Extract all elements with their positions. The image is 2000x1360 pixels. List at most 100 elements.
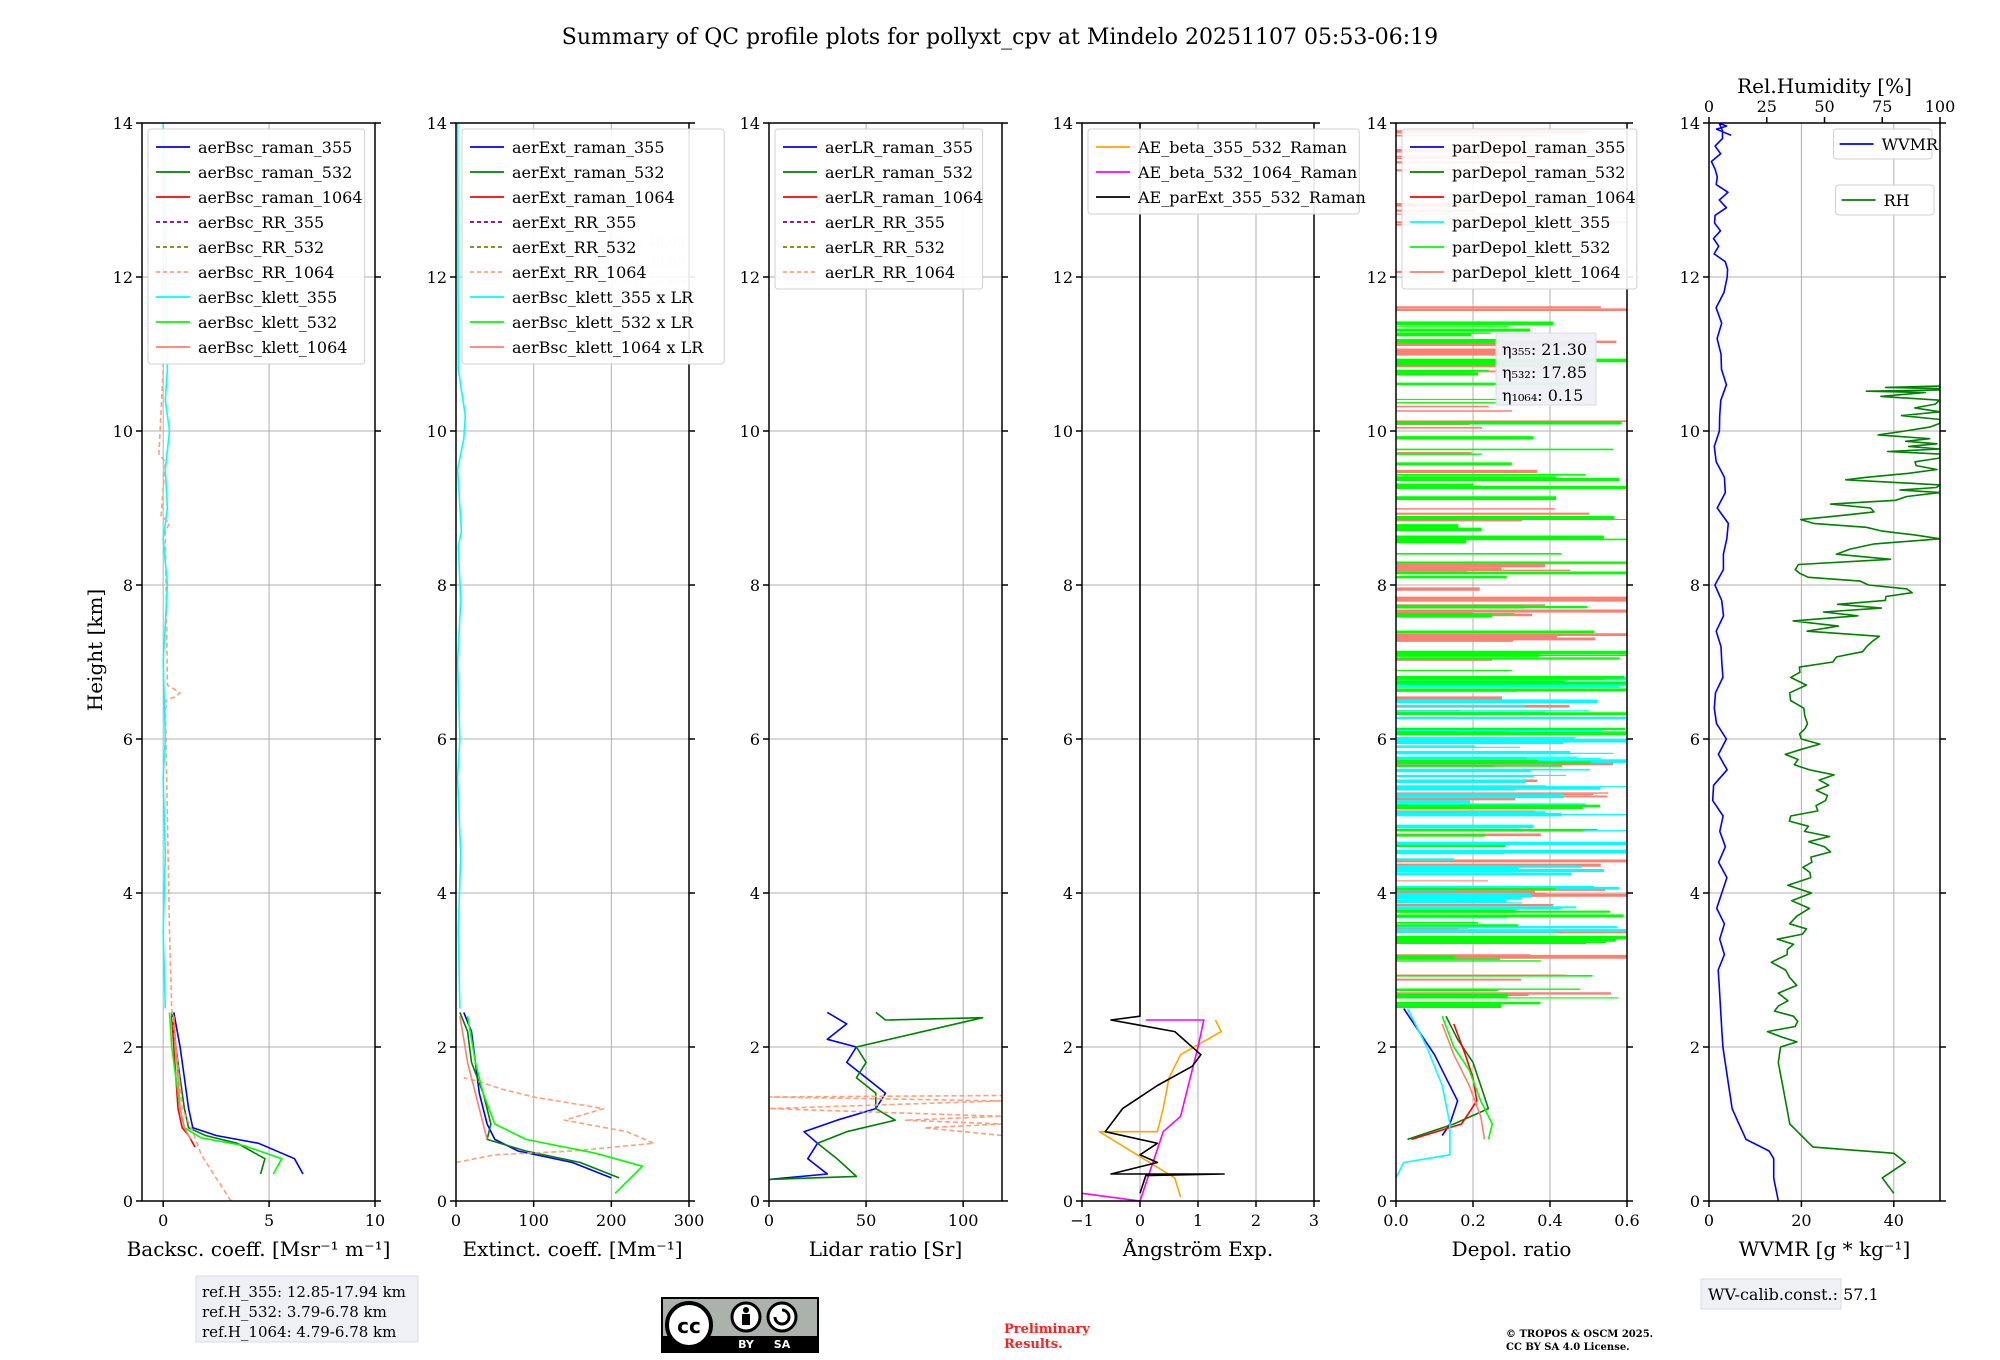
ytick-label-6: 6 [123,730,133,749]
x-axis-label: Backsc. coeff. [Msr⁻¹ m⁻¹] [127,1237,391,1261]
legend-label-2: RH [1884,191,1910,210]
series-parDepol_raman_532 [1407,1015,1490,1141]
legend-box-2 [1835,184,1935,216]
ytick-label-14: 14 [113,114,133,133]
series-parDepol_raman_1064 [1411,1023,1478,1141]
series-WVMR [1710,123,1780,1201]
panel-1: 0 2 4 6 8 10 12 14 0 5 10 Backsc. coeff. [Msr⁻¹ m⁻¹… [113,114,391,1261]
legend-label-1: AE_beta_355_532_Raman [1137,138,1347,157]
ytick-label-10: 10 [740,422,760,441]
xtick-label-0.2: 0.2 [1460,1211,1485,1230]
series-AE_beta_532_1064_Raman [1082,1019,1205,1201]
xtick-label-300: 300 [674,1211,705,1230]
wv-calib-annotation: WV-calib.const.: 57.1 [1708,1285,1879,1304]
legend-label-8: aerBsc_klett_532 [198,313,337,332]
ref-h-1064: ref.H_1064: 4.79-6.78 km [202,1323,396,1341]
legend-label-2: aerLR_raman_532 [825,163,973,182]
ytick-label-8: 8 [1377,576,1387,595]
ytick-label-12: 12 [1680,268,1700,287]
series-aerLR_raman_532 [769,1011,984,1181]
ref-height-box: ref.H_355: 12.85-17.94 km ref.H_532: 3.7… [195,1275,419,1343]
legend: aerExt_raman_355 aerExt_raman_532 aerExt_r… [461,128,725,365]
ytick-label-8: 8 [750,576,760,595]
series-aerBsc_klett_532 x LR [466,1016,644,1194]
ytick-label-10: 10 [1367,422,1387,441]
ytick-label-14: 14 [1367,114,1387,133]
legend-label-6: aerExt_RR_1064 [512,263,647,282]
legend-label-5: parDepol_klett_532 [1452,238,1610,257]
ytick-label-6: 6 [1690,730,1700,749]
x-axis-label: Depol. ratio [1452,1237,1572,1261]
legend-label-5: aerExt_RR_532 [512,238,636,257]
series-aerLR_raman_355 [769,1011,887,1181]
series-parDepol_klett_1064 [1441,1023,1486,1140]
cc-icon [665,1301,713,1349]
ytick-label-6: 6 [750,730,760,749]
legend-box [147,128,366,365]
legend-label-4: aerBsc_RR_355 [198,213,324,232]
ytick-label-0: 0 [750,1192,760,1211]
ytick-label-4: 4 [123,884,133,903]
series-RH [1766,385,1940,1194]
ytick-label-4: 4 [750,884,760,903]
preliminary-line-2: Results. [1004,1337,1063,1352]
eta-annotation-2: η₅₃₂: 17.85 [1502,363,1587,382]
xtick-label-0: 0 [1135,1211,1145,1230]
xtick-label-5: 5 [264,1211,274,1230]
legend-label-7: aerBsc_klett_355 [198,288,337,307]
eta-box [1495,332,1597,406]
series-AE_parExt_355_532_Raman [1104,123,1225,1194]
legend-label-5: aerBsc_RR_532 [198,238,324,257]
plot-area [456,123,655,1194]
legend: aerBsc_raman_355 aerBsc_raman_532 aerBsc_r… [147,128,366,365]
legend-label-1: parDepol_raman_355 [1452,138,1625,157]
panel-5: 0 2 4 6 8 10 12 14 0.0 0.2 0.4 0.6 Depol. ratio parDe… [1367,114,1640,1261]
ytick-label-4: 4 [1690,884,1700,903]
ytick-label-8: 8 [123,576,133,595]
legend-label-2: aerBsc_raman_532 [198,163,352,182]
legend-label-4: aerLR_RR_355 [825,213,945,232]
preliminary-line-1: Preliminary [1004,1322,1090,1337]
legend-label-2: aerExt_raman_532 [512,163,665,182]
legend-box [1087,128,1360,215]
ytick-label-6: 6 [1377,730,1387,749]
series-aerBsc_RR_1064 [158,123,232,1201]
legend-label-3: aerExt_raman_1064 [512,188,675,207]
legend-label-9: aerBsc_klett_1064 [198,338,347,357]
ytick-label-10: 10 [1053,422,1073,441]
xtick-label-50: 50 [856,1211,876,1230]
ytick-label-10: 10 [1680,422,1700,441]
series-aerBsc_klett_1064 x LR [459,1016,488,1140]
xtick-label-0: 0 [764,1211,774,1230]
wv-calib-box [1700,1278,1842,1310]
legend-box [1401,128,1638,290]
legend: parDepol_raman_355 parDepol_raman_532 parD… [1401,128,1638,290]
ytick-label-0: 0 [437,1192,447,1211]
legend: AE_beta_355_532_Raman AE_beta_532_1064_Ra… [1087,128,1366,215]
legend-box-1 [1833,128,1933,160]
xtick-label-10: 10 [365,1211,385,1230]
plot-area [1082,123,1225,1201]
series-aerLR_RR_1064 [769,1094,1002,1137]
legend-label-3: aerLR_raman_1064 [825,188,983,207]
series-aerExt_raman_532 [459,1012,620,1179]
ytick-label-14: 14 [427,114,447,133]
ytick-label-12: 12 [427,268,447,287]
ytick-label-2: 2 [123,1038,133,1057]
legend: WVMR RH [1833,128,1939,216]
legend-label-6: aerLR_RR_1064 [825,263,955,282]
legend-label-6: aerBsc_RR_1064 [198,263,334,282]
axes-frame [1081,122,1315,1202]
top-xtick-label-50: 50 [1814,97,1834,116]
legend-box [461,128,725,365]
legend-label-4: aerExt_RR_355 [512,213,636,232]
axes-frame [455,122,690,1202]
series-parDepol_raman_355 [1403,1008,1459,1136]
panel-2: 0 2 4 6 8 10 12 14 0 100 200 300 Extinct. coeff. [Mm… [427,114,725,1261]
top-xtick-label-0: 0 [1704,97,1714,116]
series-AE_beta_355_532_Raman [1098,1019,1222,1198]
copyright-note: © TROPOS & OSCM 2025. CC BY SA 4.0 Licen… [1506,1329,1653,1353]
legend: aerLR_raman_355 aerLR_raman_532 aerLR_rama… [774,128,983,290]
legend-label-4: parDepol_klett_355 [1452,213,1610,232]
ytick-label-14: 14 [740,114,760,133]
